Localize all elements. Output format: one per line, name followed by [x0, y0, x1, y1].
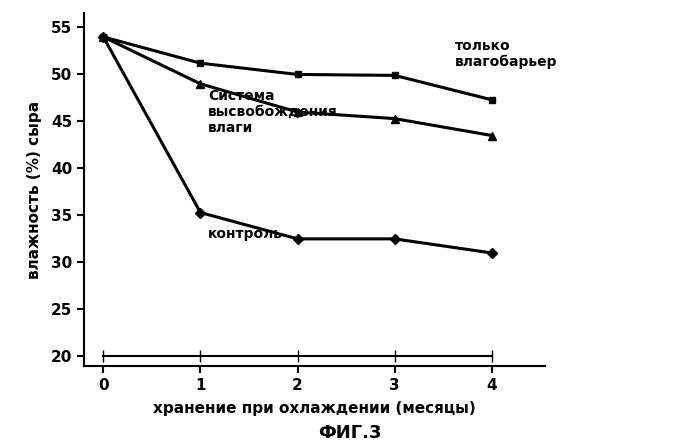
Text: контроль: контроль	[208, 227, 283, 241]
Text: только
влагобарьер: только влагобарьер	[455, 39, 557, 69]
Text: Система
высвобождения
влаги: Система высвобождения влаги	[208, 89, 338, 135]
Y-axis label: влажность (%) сыра: влажность (%) сыра	[27, 100, 43, 279]
X-axis label: хранение при охлаждении (месяцы): хранение при охлаждении (месяцы)	[153, 401, 476, 416]
Text: ФИГ.3: ФИГ.3	[318, 424, 381, 442]
